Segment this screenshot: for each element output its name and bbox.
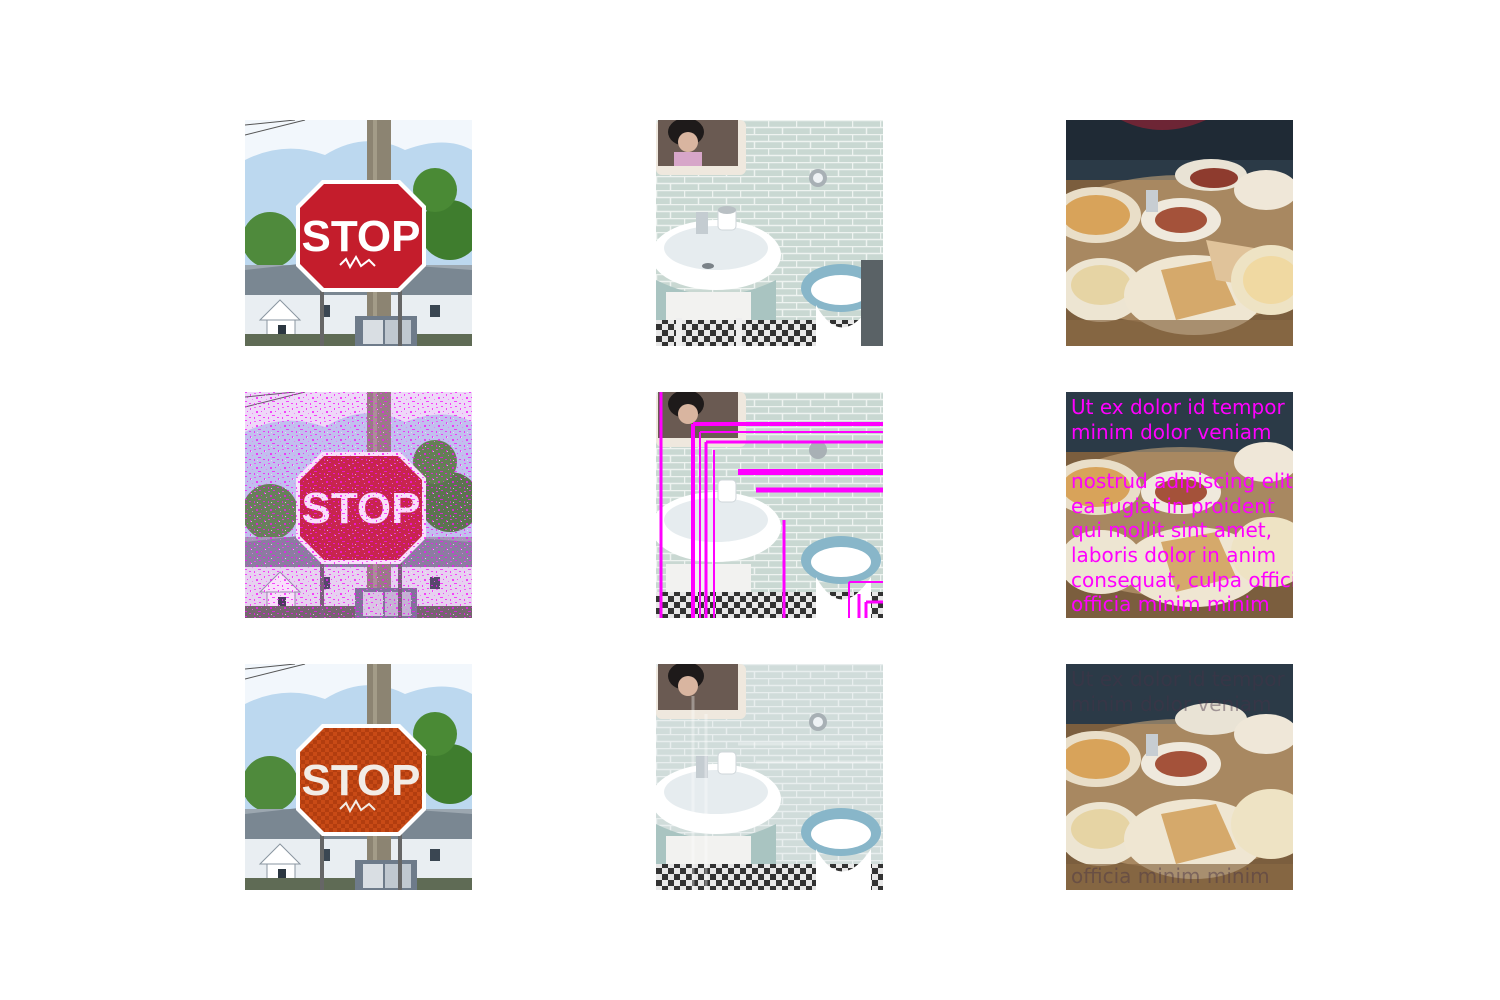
overlay-text-line-5: qui mollit sint amet, bbox=[1071, 518, 1272, 542]
stop-label: STOP bbox=[301, 756, 420, 805]
stop-sign-original: STOP bbox=[245, 120, 472, 346]
ghost-text-line-1: Ut ex dolor id tempor bbox=[1071, 667, 1285, 691]
breakfast-text-corrupted: Ut ex dolor id tempor minim dolor veniam… bbox=[1066, 392, 1293, 618]
ghost-text-line-8: officia minim minim bbox=[1071, 864, 1270, 888]
overlay-text-line-2: minim dolor veniam bbox=[1071, 420, 1272, 444]
bathroom-restored bbox=[656, 664, 883, 890]
overlay-text-line-6: laboris dolor in anim bbox=[1071, 543, 1277, 567]
bathroom-original bbox=[656, 120, 883, 346]
breakfast-original bbox=[1066, 120, 1293, 346]
breakfast-restored: Ut ex dolor id tempor minim dolor veniam… bbox=[1066, 664, 1293, 890]
stop-sign-noise-corrupted: STOP bbox=[245, 392, 472, 618]
stop-sign-restored: STOP bbox=[245, 664, 472, 890]
overlay-text-line-3: nostrud adipiscing elit bbox=[1071, 469, 1293, 493]
overlay-text-line-4: ea fugiat in proident bbox=[1071, 494, 1275, 518]
overlay-text-line-1: Ut ex dolor id tempor bbox=[1071, 395, 1285, 419]
overlay-text-line-8: officia minim minim bbox=[1071, 592, 1270, 616]
overlay-text-line-7: consequat, culpa officia bbox=[1071, 568, 1293, 592]
stop-label: STOP bbox=[301, 212, 420, 261]
bathroom-line-corrupted bbox=[656, 392, 883, 618]
ghost-text-line-2: minim dolor veniam bbox=[1071, 692, 1272, 716]
